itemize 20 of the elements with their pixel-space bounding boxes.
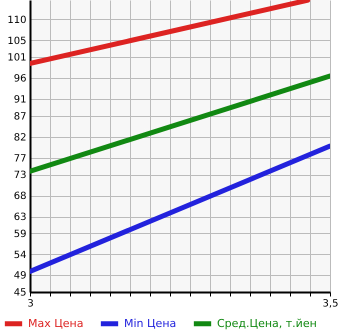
y-tick-label: 68 [14, 191, 26, 202]
x-tick-label: 3,5 [322, 298, 338, 310]
y-tick-label: 77 [14, 153, 26, 164]
x-tick-label: 3 [27, 298, 34, 310]
y-tick-label: 45 [14, 288, 26, 298]
y-tick-label: 82 [14, 132, 26, 144]
y-tick-label: 54 [14, 250, 26, 261]
y-tick-label: 96 [14, 74, 26, 85]
y-tick-label: 87 [14, 111, 26, 122]
y-tick-label: 105 [7, 36, 26, 47]
y-tick-label: 73 [14, 170, 26, 182]
legend-label: Min Цена [124, 316, 176, 330]
y-tick-label: 101 [7, 52, 26, 64]
y-tick-label: 59 [14, 228, 26, 240]
y-tick-label: 63 [14, 212, 26, 224]
legend-label: Max Цена [28, 316, 84, 330]
y-tick-label: 110 [7, 14, 26, 26]
legend-label: Сред.Цена, т.йен [217, 316, 317, 330]
y-tick-label: 91 [14, 94, 26, 106]
y-tick-label: 49 [14, 270, 26, 282]
